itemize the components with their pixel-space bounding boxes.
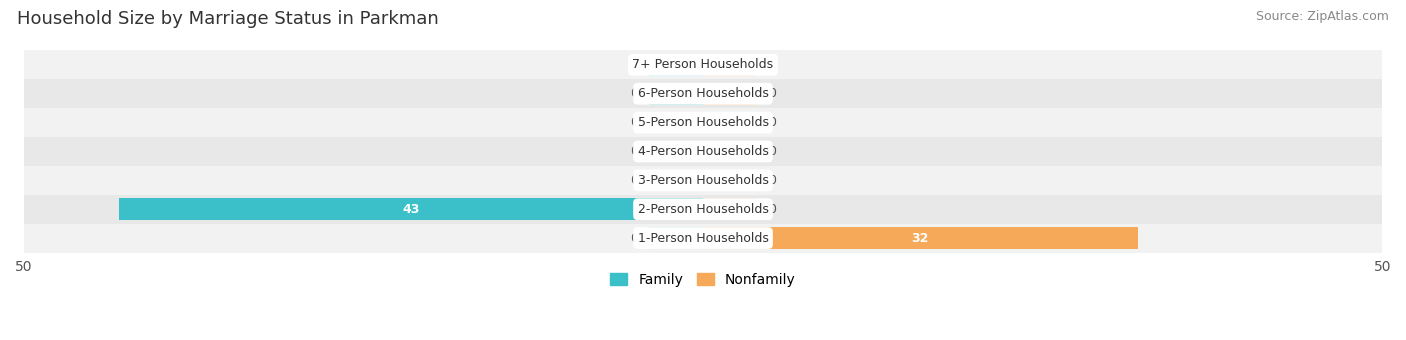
Bar [24, 166, 1382, 195]
Bar [24, 79, 1382, 108]
Text: 0: 0 [630, 58, 638, 71]
Text: 0: 0 [768, 87, 776, 100]
Text: 0: 0 [768, 116, 776, 129]
Legend: Family, Nonfamily: Family, Nonfamily [605, 267, 801, 292]
Text: 0: 0 [630, 116, 638, 129]
Bar [24, 108, 1382, 137]
Text: 5-Person Households: 5-Person Households [637, 116, 769, 129]
Bar [24, 50, 1382, 79]
Bar [703, 83, 758, 105]
Bar [703, 227, 1137, 249]
Text: 2-Person Households: 2-Person Households [637, 203, 769, 216]
Text: 4-Person Households: 4-Person Households [637, 145, 769, 158]
Bar [703, 54, 758, 76]
Text: 0: 0 [768, 145, 776, 158]
Bar [648, 141, 703, 162]
Text: Source: ZipAtlas.com: Source: ZipAtlas.com [1256, 10, 1389, 23]
Bar [703, 170, 758, 191]
Bar [24, 224, 1382, 253]
Bar [703, 141, 758, 162]
Text: 6-Person Households: 6-Person Households [637, 87, 769, 100]
Bar [703, 198, 758, 220]
Text: 7+ Person Households: 7+ Person Households [633, 58, 773, 71]
Text: 0: 0 [630, 174, 638, 187]
Bar [24, 195, 1382, 224]
Text: 1-Person Households: 1-Person Households [637, 232, 769, 244]
Text: 0: 0 [768, 203, 776, 216]
Text: 3-Person Households: 3-Person Households [637, 174, 769, 187]
Text: 0: 0 [630, 145, 638, 158]
Bar [120, 198, 703, 220]
Text: 0: 0 [768, 174, 776, 187]
Text: 32: 32 [911, 232, 929, 244]
Text: 0: 0 [768, 58, 776, 71]
Bar [648, 112, 703, 133]
Bar [648, 170, 703, 191]
Text: 0: 0 [630, 87, 638, 100]
Bar [24, 137, 1382, 166]
Bar [648, 83, 703, 105]
Bar [648, 227, 703, 249]
Bar [703, 112, 758, 133]
Bar [648, 54, 703, 76]
Text: 0: 0 [630, 232, 638, 244]
Text: 43: 43 [402, 203, 419, 216]
Text: Household Size by Marriage Status in Parkman: Household Size by Marriage Status in Par… [17, 10, 439, 28]
